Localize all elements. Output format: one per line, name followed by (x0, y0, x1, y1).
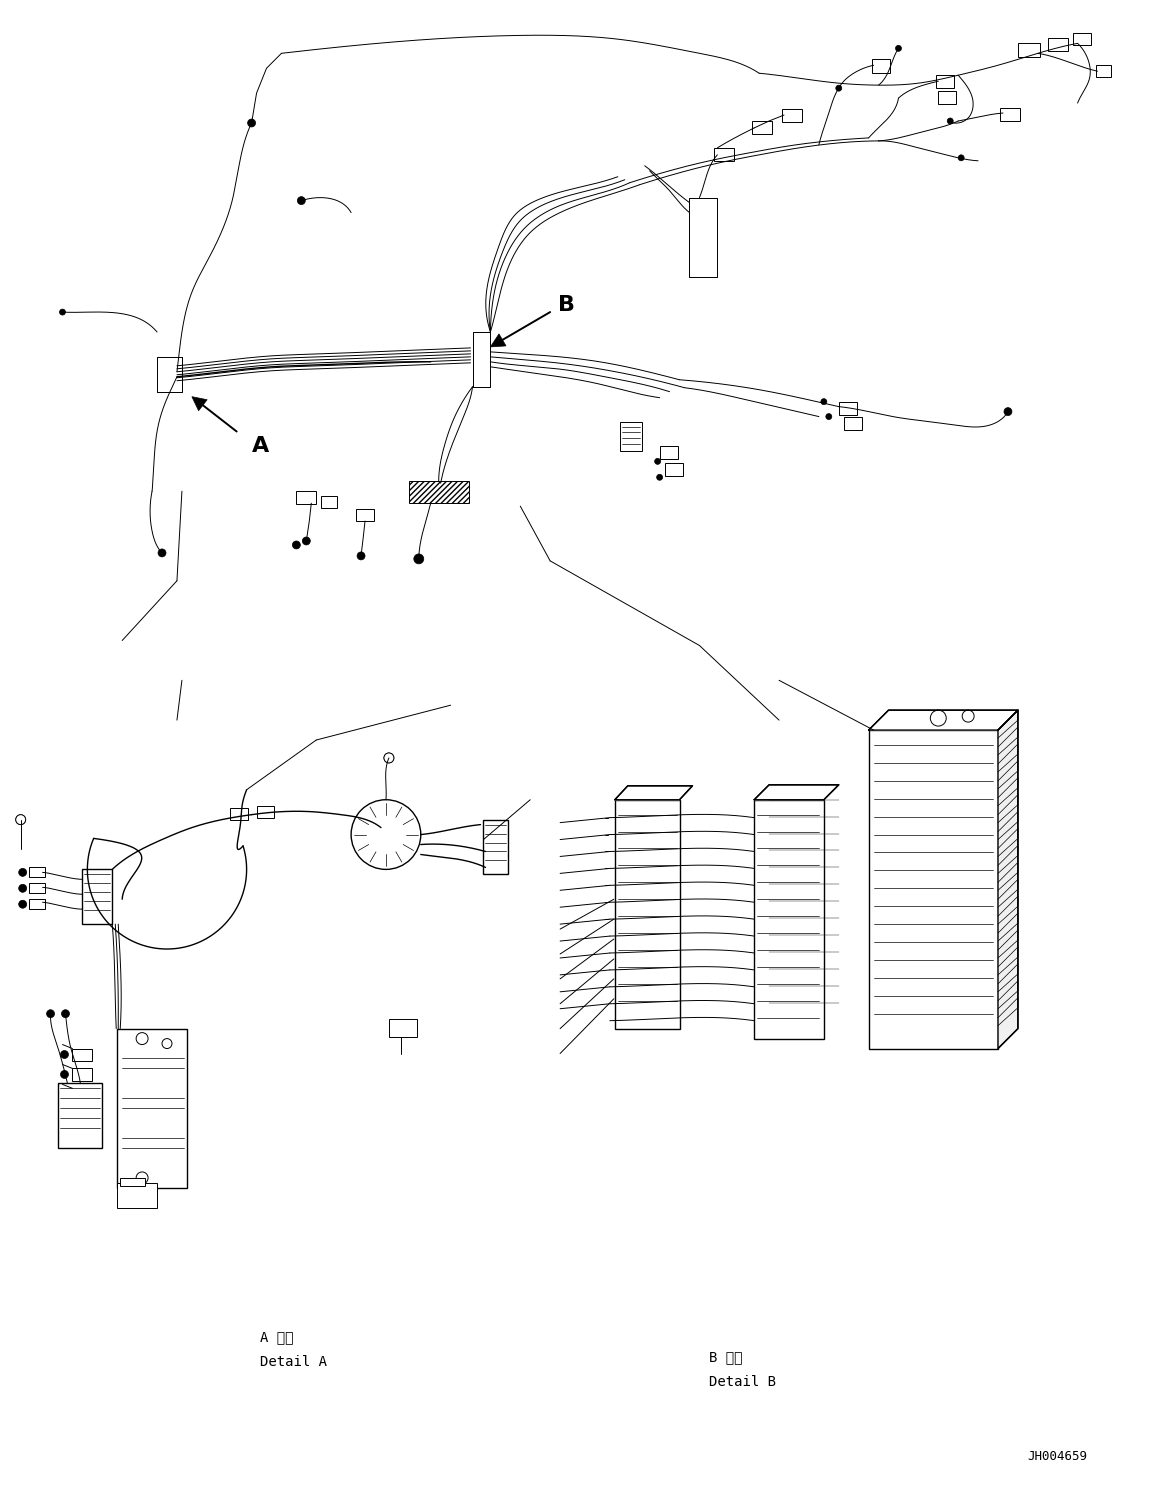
Bar (690, 198, 718, 277)
Circle shape (298, 196, 306, 204)
Bar (869, 731, 998, 1049)
Bar (615, 799, 679, 1028)
Circle shape (16, 814, 26, 824)
Bar (690, 198, 718, 277)
Circle shape (962, 710, 975, 722)
Bar (229, 808, 248, 820)
Circle shape (158, 549, 166, 557)
Bar (939, 91, 956, 104)
Circle shape (836, 85, 842, 91)
Text: A 詳細: A 詳細 (259, 1330, 293, 1344)
Bar (157, 357, 181, 391)
Circle shape (60, 1070, 69, 1079)
Bar (409, 481, 469, 503)
Circle shape (60, 1091, 69, 1098)
Polygon shape (998, 710, 1018, 1049)
Bar (257, 805, 274, 817)
Polygon shape (754, 784, 839, 799)
Bar (72, 1088, 92, 1101)
Circle shape (414, 554, 423, 564)
Circle shape (1004, 408, 1012, 415)
Bar (57, 1083, 102, 1149)
Bar (1048, 39, 1068, 51)
Bar (29, 884, 44, 893)
Bar (1018, 43, 1040, 58)
Bar (72, 1068, 92, 1082)
Bar (356, 509, 374, 521)
Circle shape (19, 884, 27, 893)
Bar (1072, 33, 1091, 45)
Circle shape (60, 1051, 69, 1058)
Circle shape (896, 45, 901, 51)
Polygon shape (615, 786, 692, 799)
Circle shape (59, 310, 65, 315)
Circle shape (19, 900, 27, 908)
Circle shape (16, 814, 26, 824)
Bar (659, 446, 678, 460)
Circle shape (655, 458, 661, 464)
Circle shape (162, 1039, 172, 1049)
Bar (29, 868, 44, 878)
Circle shape (930, 710, 947, 726)
Bar (871, 60, 890, 73)
Bar (752, 121, 772, 134)
Bar (72, 1049, 92, 1061)
Bar (157, 357, 181, 391)
Circle shape (384, 753, 394, 763)
Circle shape (47, 1010, 55, 1018)
Polygon shape (192, 397, 207, 411)
Circle shape (826, 414, 832, 420)
Text: Detail A: Detail A (259, 1356, 327, 1369)
Bar (117, 1183, 157, 1208)
Text: A: A (251, 436, 269, 457)
Polygon shape (869, 710, 1018, 731)
Bar (1000, 109, 1020, 121)
Circle shape (292, 542, 300, 549)
Bar (843, 417, 862, 430)
Circle shape (821, 399, 827, 405)
Bar (321, 496, 337, 507)
Circle shape (657, 475, 663, 481)
Circle shape (958, 155, 964, 161)
Bar (839, 402, 857, 415)
Text: Detail B: Detail B (709, 1375, 777, 1388)
Circle shape (302, 537, 311, 545)
Bar (388, 1019, 416, 1037)
Circle shape (19, 869, 27, 876)
Bar (83, 869, 113, 924)
Bar (1096, 65, 1112, 77)
Bar (297, 491, 316, 504)
Bar (714, 147, 734, 161)
Text: JH004659: JH004659 (1028, 1451, 1087, 1463)
Polygon shape (491, 333, 506, 347)
Bar (620, 421, 642, 451)
Circle shape (136, 1173, 148, 1184)
Circle shape (947, 118, 954, 124)
Bar (782, 109, 802, 122)
Bar (29, 899, 44, 909)
Bar (120, 1178, 145, 1186)
Circle shape (384, 753, 394, 763)
Text: B 詳細: B 詳細 (709, 1350, 743, 1364)
Circle shape (357, 552, 365, 559)
Circle shape (62, 1010, 70, 1018)
Bar (484, 820, 508, 875)
Bar (472, 332, 491, 387)
Bar (664, 463, 683, 476)
Bar (117, 1028, 187, 1187)
Bar (754, 799, 823, 1039)
Bar (936, 76, 954, 88)
Circle shape (248, 119, 256, 126)
Text: B: B (558, 295, 576, 315)
Circle shape (351, 799, 421, 869)
Circle shape (136, 1033, 148, 1045)
Bar (472, 332, 491, 387)
